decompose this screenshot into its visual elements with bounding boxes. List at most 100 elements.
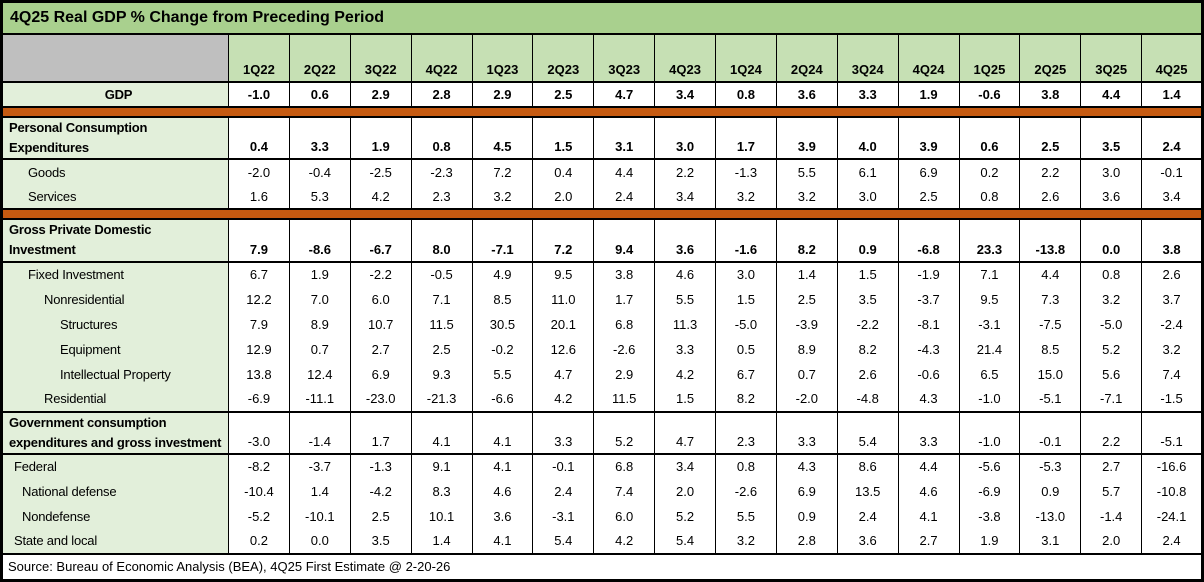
- row-label-line: Investment: [9, 242, 76, 258]
- value-cell: 15.0: [1019, 361, 1082, 387]
- quarter-header: 1Q23: [471, 33, 534, 83]
- value-cell: -11.1: [288, 386, 351, 412]
- value-cell: -0.1: [532, 453, 595, 479]
- value-cell: 3.0: [1080, 159, 1143, 185]
- table-row: Fixed Investment 6.7 1.9 -2.2 -0.5 4.9 9.5 3.8 4…: [1, 261, 1203, 287]
- value-cell: 4.7: [654, 410, 716, 455]
- value-cell: 0.8: [1080, 261, 1143, 287]
- row-label: Nondefense: [1, 503, 229, 529]
- value-cell: -6.9: [228, 386, 290, 412]
- value-cell: 30.5: [471, 311, 534, 337]
- value-cell: 8.2: [836, 336, 899, 362]
- value-cell: 3.2: [1080, 286, 1143, 312]
- value-cell: 5.5: [654, 286, 716, 312]
- value-cell: -2.0: [775, 386, 838, 412]
- value-cell: 2.4: [1141, 115, 1203, 161]
- value-cell: 2.2: [654, 159, 716, 185]
- value-cell: 12.6: [532, 336, 595, 362]
- row-label-line: Expenditures: [9, 140, 89, 156]
- value-cell: 3.9: [775, 115, 838, 161]
- quarter-header: 3Q24: [836, 33, 899, 83]
- value-cell: 3.2: [1141, 336, 1203, 362]
- value-cell: -5.0: [1080, 311, 1143, 337]
- row-label: Residential: [1, 386, 229, 412]
- value-cell: -6.6: [471, 386, 534, 412]
- value-cell: 0.0: [1080, 218, 1143, 263]
- value-cell: 20.1: [532, 311, 595, 337]
- value-cell: 0.0: [288, 528, 351, 554]
- value-cell: -0.6: [897, 361, 960, 387]
- value-cell: 1.7: [715, 115, 777, 161]
- value-cell: 8.2: [715, 386, 777, 412]
- value-cell: 3.3: [532, 410, 595, 455]
- value-cell: 0.8: [715, 453, 777, 479]
- value-cell: 3.3: [897, 410, 960, 455]
- value-cell: 5.6: [1080, 361, 1143, 387]
- value-cell: 8.2: [775, 218, 838, 263]
- value-cell: 2.2: [1019, 159, 1082, 185]
- quarter-header: 4Q22: [410, 33, 473, 83]
- value-cell: 6.9: [349, 361, 412, 387]
- value-cell: 3.5: [349, 528, 412, 554]
- value-cell: -5.3: [1019, 453, 1082, 479]
- value-cell: 3.6: [471, 503, 534, 529]
- value-cell: 6.9: [897, 159, 960, 185]
- value-cell: -1.0: [958, 386, 1021, 412]
- orange-divider: [1, 208, 1203, 221]
- value-cell: 4.2: [349, 184, 412, 210]
- page-title: 4Q25 Real GDP % Change from Preceding Pe…: [1, 1, 1203, 35]
- value-cell: 5.2: [1080, 336, 1143, 362]
- value-cell: -7.5: [1019, 311, 1082, 337]
- value-cell: -5.1: [1141, 410, 1203, 455]
- quarter-header: 1Q22: [228, 33, 290, 83]
- value-cell: 4.2: [532, 386, 595, 412]
- value-cell: 12.9: [228, 336, 290, 362]
- value-cell: 9.5: [958, 286, 1021, 312]
- value-cell: 8.9: [288, 311, 351, 337]
- value-cell: 4.4: [1019, 261, 1082, 287]
- value-cell: 2.5: [532, 82, 595, 108]
- value-cell: 5.5: [775, 159, 838, 185]
- value-cell: 3.2: [715, 528, 777, 554]
- value-cell: -3.8: [958, 503, 1021, 529]
- value-cell: 2.5: [1019, 115, 1082, 161]
- value-cell: 2.3: [715, 410, 777, 455]
- value-cell: 3.2: [775, 184, 838, 210]
- value-cell: -0.1: [1019, 410, 1082, 455]
- value-cell: 0.6: [958, 115, 1021, 161]
- value-cell: 1.5: [654, 386, 716, 412]
- value-cell: 11.5: [410, 311, 473, 337]
- value-cell: 4.7: [532, 361, 595, 387]
- value-cell: 4.3: [897, 386, 960, 412]
- row-label-line: expenditures and gross investment: [9, 434, 222, 450]
- value-cell: 4.1: [471, 410, 534, 455]
- row-label: Personal Consumption Expenditures: [1, 115, 229, 161]
- value-cell: 0.9: [836, 218, 899, 263]
- value-cell: 8.6: [836, 453, 899, 479]
- value-cell: 4.4: [593, 159, 656, 185]
- value-cell: 5.4: [836, 410, 899, 455]
- value-cell: 1.5: [715, 286, 777, 312]
- value-cell: -7.1: [471, 218, 534, 263]
- value-cell: 4.6: [897, 478, 960, 504]
- value-cell: 3.4: [654, 184, 716, 210]
- value-cell: 1.4: [775, 261, 838, 287]
- value-cell: 8.3: [410, 478, 473, 504]
- value-cell: -3.0: [228, 410, 290, 455]
- row-label: Structures: [1, 311, 229, 337]
- quarter-header: 4Q23: [654, 33, 716, 83]
- value-cell: 4.1: [410, 410, 473, 455]
- value-cell: 0.2: [228, 528, 290, 554]
- value-cell: 4.5: [471, 115, 534, 161]
- value-cell: 2.5: [897, 184, 960, 210]
- row-label: State and local: [1, 528, 229, 554]
- value-cell: 2.0: [654, 478, 716, 504]
- value-cell: -0.4: [288, 159, 351, 185]
- value-cell: 2.6: [1019, 184, 1082, 210]
- value-cell: 2.4: [532, 478, 595, 504]
- value-cell: 0.8: [958, 184, 1021, 210]
- value-cell: 2.7: [349, 336, 412, 362]
- value-cell: 8.5: [1019, 336, 1082, 362]
- value-cell: 13.8: [228, 361, 290, 387]
